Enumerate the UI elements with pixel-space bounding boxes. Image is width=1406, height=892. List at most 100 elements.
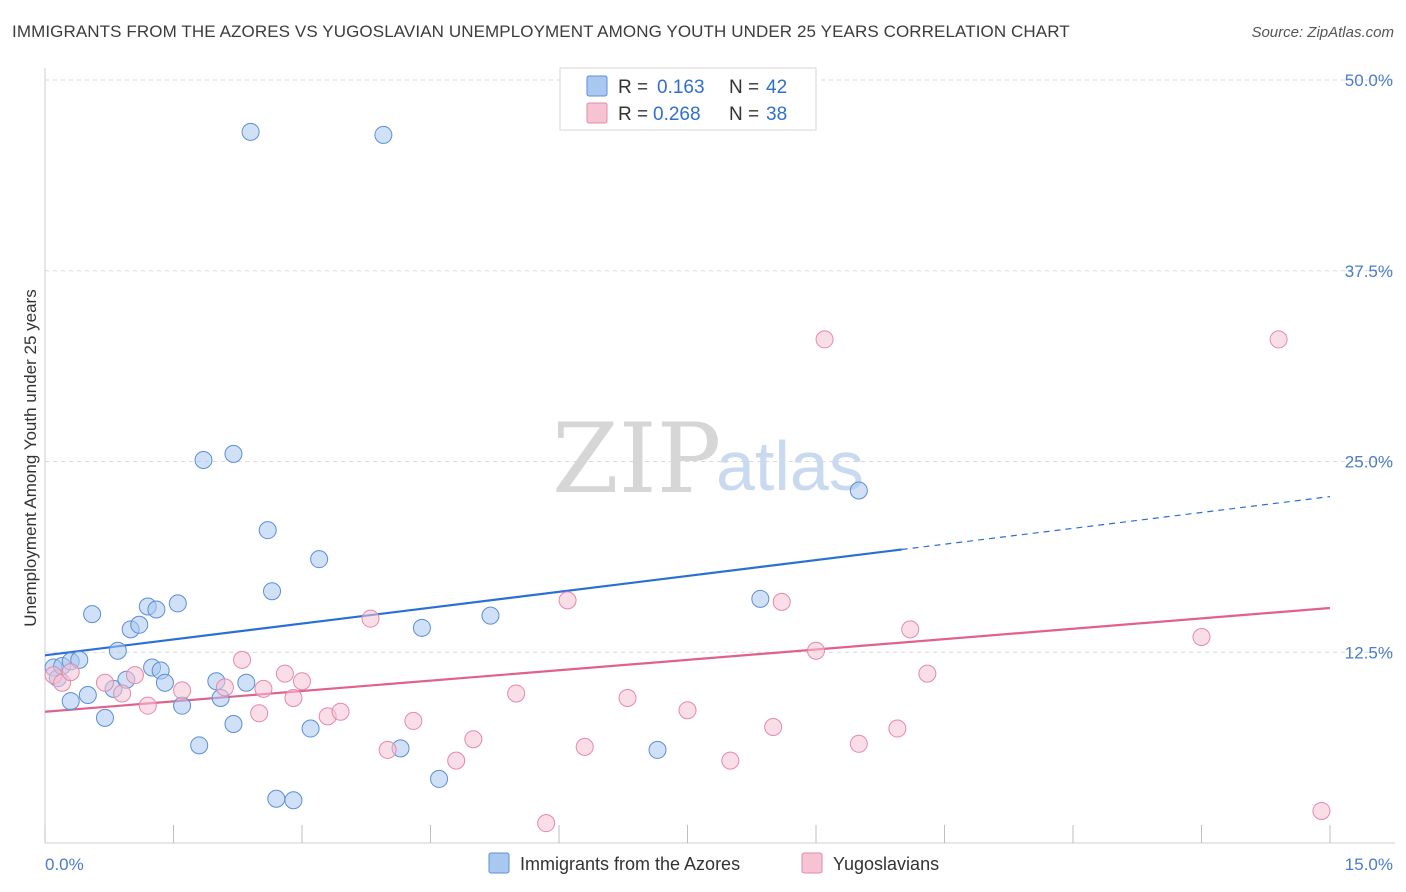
- yugo-point: [233, 650, 252, 669]
- azores-point: [284, 791, 303, 810]
- azores-point: [648, 740, 667, 759]
- yugo-point: [138, 696, 157, 715]
- azores-point: [412, 618, 431, 637]
- stats-legend: R = 0.163 N = 42 R = 0.268 N = 38: [559, 67, 817, 131]
- chart-title: IMMIGRANTS FROM THE AZORES VS YUGOSLAVIA…: [12, 22, 1070, 41]
- azores-point: [849, 481, 868, 500]
- watermark-atlas: atlas: [716, 427, 864, 505]
- yugo-point: [901, 620, 920, 639]
- azores-n-label: N =: [729, 77, 759, 98]
- y-tick-label: 12.5%: [1345, 643, 1393, 662]
- source-credit: Source: ZipAtlas.com: [1251, 24, 1394, 41]
- azores-point: [194, 450, 213, 469]
- azores-point: [267, 789, 286, 808]
- yugo-point: [558, 591, 577, 610]
- azores-point: [108, 641, 127, 660]
- yugo-point: [125, 666, 144, 685]
- yugo-point: [1312, 801, 1331, 820]
- azores-point: [301, 719, 320, 738]
- yugo-point: [815, 330, 834, 349]
- yugo-r-value: 0.268: [653, 104, 701, 125]
- yugo-point: [888, 719, 907, 738]
- azores-point: [224, 444, 243, 463]
- azores-r-label: R =: [618, 77, 648, 98]
- x-tick-label: 0.0%: [45, 855, 84, 874]
- azores-point: [751, 589, 770, 608]
- yugo-point: [293, 672, 311, 691]
- yugo-point: [618, 689, 637, 708]
- yugo-point: [378, 740, 397, 759]
- azores-point: [481, 606, 500, 625]
- tick-labels: 12.5% 25.0% 37.5% 50.0% 0.0% 15.0%: [45, 71, 1393, 874]
- yugo-point: [95, 673, 114, 692]
- azores-point: [224, 714, 243, 733]
- azores-point: [61, 692, 80, 711]
- azores-point: [258, 521, 277, 540]
- yugo-point: [1269, 330, 1288, 349]
- yugo-point: [678, 701, 697, 720]
- yugo-point: [113, 684, 132, 703]
- azores-n-value: 42: [766, 77, 787, 98]
- yugo-series-swatch: [801, 852, 823, 874]
- data-points: [44, 122, 1331, 833]
- x-tick-label: 15.0%: [1345, 855, 1393, 874]
- yugo-point: [464, 730, 483, 749]
- azores-point: [83, 605, 102, 624]
- azores-point: [70, 650, 89, 669]
- azores-legend-swatch: [586, 75, 608, 97]
- azores-point: [130, 615, 149, 634]
- yugo-n-value: 38: [766, 104, 787, 125]
- azores-point: [95, 708, 114, 727]
- azores-point: [168, 594, 187, 613]
- yugo-series-label: Yugoslavians: [833, 854, 939, 874]
- azores-point: [78, 685, 97, 704]
- azores-trend-extension: [901, 496, 1331, 551]
- y-axis-title: Unemployment Among Youth under 25 years: [21, 289, 40, 626]
- yugo-legend-swatch: [586, 102, 608, 124]
- y-tick-label: 25.0%: [1345, 453, 1393, 472]
- yugo-point: [537, 814, 556, 833]
- yugo-point: [447, 751, 466, 770]
- azores-point: [147, 600, 166, 619]
- azores-point: [237, 673, 256, 692]
- yugo-point: [284, 689, 303, 708]
- yugo-point: [61, 663, 80, 682]
- series-legend: Immigrants from the Azores Yugoslavians: [488, 852, 939, 874]
- azores-series-swatch: [488, 852, 510, 874]
- azores-r-value: 0.163: [657, 77, 705, 98]
- yugo-point: [361, 609, 380, 628]
- yugo-point: [215, 678, 234, 697]
- axes: [44, 68, 1395, 844]
- yugo-point: [250, 704, 269, 723]
- yugo-point: [772, 592, 791, 611]
- y-tick-label: 50.0%: [1345, 71, 1393, 90]
- azores-point: [155, 673, 174, 692]
- yugo-r-label: R =: [618, 104, 648, 125]
- grid: [45, 79, 1395, 653]
- azores-series-label: Immigrants from the Azores: [520, 854, 740, 874]
- azores-point: [241, 122, 260, 141]
- azores-trend-line: [44, 548, 902, 657]
- yugo-point: [721, 751, 740, 770]
- azores-point: [190, 736, 209, 755]
- yugo-point: [507, 684, 526, 703]
- yugo-point: [275, 664, 294, 683]
- trend-lines: [44, 496, 1331, 713]
- yugo-point: [764, 718, 783, 737]
- azores-point: [430, 769, 449, 788]
- azores-point: [310, 550, 329, 569]
- watermark: ZIP atlas: [552, 403, 864, 515]
- yugo-point: [404, 711, 423, 730]
- yugo-point: [1192, 627, 1211, 646]
- yugo-point: [849, 734, 868, 753]
- azores-point: [263, 582, 282, 601]
- yugo-point: [918, 664, 937, 683]
- azores-point: [374, 125, 393, 144]
- watermark-zip: ZIP: [552, 403, 721, 515]
- yugo-point: [331, 702, 350, 721]
- yugo-point: [807, 641, 825, 660]
- y-tick-label: 37.5%: [1345, 262, 1393, 281]
- yugo-n-label: N =: [729, 104, 759, 125]
- yugo-point: [575, 737, 594, 756]
